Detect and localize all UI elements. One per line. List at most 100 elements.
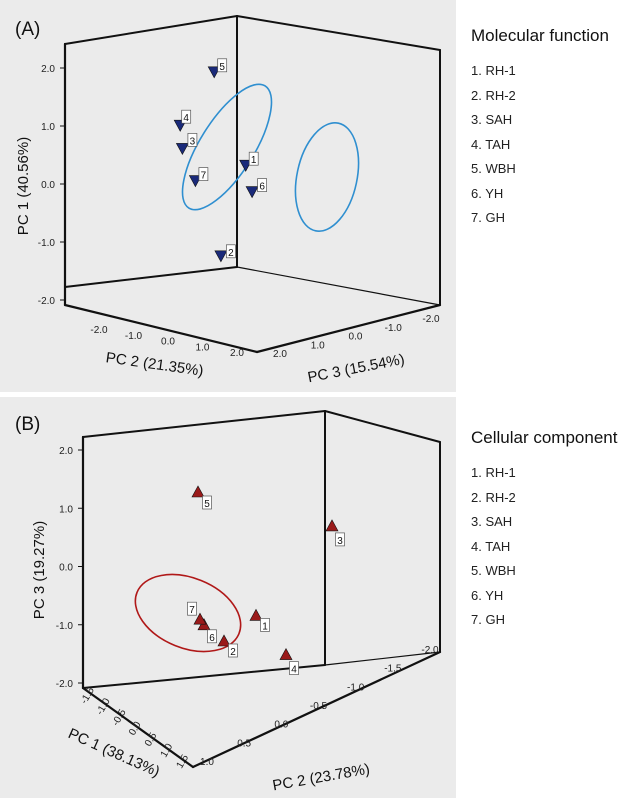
data-point-label-box bbox=[335, 532, 345, 547]
data-point-label: 4 bbox=[183, 113, 189, 124]
data-point-label: 3 bbox=[337, 536, 343, 547]
data-point-label: 7 bbox=[201, 171, 207, 182]
chart-a: (A) 2.0 1.0 0.0 -1.0 -2.0 PC 1 (40.56%) -2.0 -1.… bbox=[15, 15, 442, 386]
data-point-label: 6 bbox=[209, 633, 215, 644]
legend-item: 2. RH-2 bbox=[471, 87, 516, 103]
legend-item: 6. YH bbox=[471, 185, 504, 201]
data-point-label: 1 bbox=[262, 621, 268, 632]
axis-tick-label: 0.0 bbox=[41, 180, 55, 191]
data-point-marker bbox=[214, 250, 228, 263]
data-point-label-box bbox=[260, 618, 270, 632]
axis-tick-label: -1.0 bbox=[347, 682, 365, 693]
axis-title: PC 2 (21.35%) bbox=[105, 349, 205, 380]
data-point-marker bbox=[188, 175, 202, 188]
axis-tick-label: -1.0 bbox=[56, 621, 74, 632]
chart-b: (B) 2.0 1.0 0.0 -1.0 -2.0 PC 3 (19.27%) -1.5 -1.… bbox=[15, 410, 442, 795]
data-point-marker bbox=[175, 143, 189, 156]
data-point-label-box bbox=[181, 109, 192, 124]
legend-item: 3. SAH bbox=[471, 112, 513, 127]
data-point-label-box bbox=[257, 178, 267, 192]
axis-tick-label: 2.0 bbox=[59, 446, 73, 457]
axis-tick-label: -1.0 bbox=[38, 238, 56, 249]
floor-edge bbox=[191, 650, 442, 769]
frame-edge bbox=[82, 410, 326, 438]
data-point-label-box bbox=[228, 643, 238, 658]
floor-edge bbox=[81, 686, 195, 769]
floor-edge bbox=[236, 266, 441, 306]
axis-tick-label: 0.0 bbox=[274, 720, 288, 731]
axis-tick-label: 1.0 bbox=[311, 340, 325, 351]
legend-item: 4. TAH bbox=[471, 538, 511, 554]
axis-tick-label: -1.0 bbox=[125, 331, 143, 342]
axis-tick-label: 1.0 bbox=[41, 122, 55, 133]
axis-tick-label: -1.0 bbox=[385, 323, 403, 334]
legend-item: 5. WBH bbox=[471, 161, 516, 176]
axis-tick-label: 0.0 bbox=[161, 337, 175, 348]
legend-item: 2. RH-2 bbox=[471, 489, 516, 505]
data-point-marker bbox=[191, 485, 205, 498]
data-point-label-box bbox=[198, 167, 209, 181]
panel-a: (A) 2.0 1.0 0.0 -1.0 -2.0 PC 1 (40.56%) -2.0 -1.… bbox=[0, 0, 641, 392]
axis-tick-label: 2.0 bbox=[230, 348, 244, 359]
plot-area-b: (B) 2.0 1.0 0.0 -1.0 -2.0 PC 3 (19.27%) -1.5 -1.… bbox=[0, 397, 456, 798]
axis-tick-label: 0.0 bbox=[59, 563, 73, 574]
data-point-label-box bbox=[187, 601, 197, 616]
axis-tick-label: -1.5 bbox=[384, 664, 402, 675]
axis-tick-label: -2.0 bbox=[421, 645, 439, 656]
data-point-marker bbox=[279, 647, 293, 660]
axis-tick-label: -2.0 bbox=[56, 679, 74, 690]
legend-b: Cellular component 1. RH-1 2. RH-2 3. SAH 4… bbox=[471, 428, 617, 633]
data-point-label: 5 bbox=[219, 62, 225, 73]
axis-tick-label: 0.0 bbox=[349, 332, 363, 343]
legend-a: Molecular function 1. RH-1 2. RH-2 3. SAH 4… bbox=[471, 26, 609, 231]
axis-tick-label: 2.0 bbox=[273, 349, 287, 360]
axis-title: PC 3 (15.54%) bbox=[306, 351, 406, 386]
data-point-label-box bbox=[207, 629, 217, 644]
data-point-label: 2 bbox=[230, 647, 236, 658]
data-point-marker bbox=[325, 519, 339, 532]
data-point-marker bbox=[245, 186, 259, 199]
frame-edge bbox=[64, 266, 238, 288]
group-ellipse bbox=[294, 122, 360, 232]
axis-tick-label: 2.0 bbox=[41, 64, 55, 75]
data-point-label-box bbox=[248, 151, 259, 166]
legend-item: 1. RH-1 bbox=[471, 63, 516, 78]
legend-title-a: Molecular function bbox=[471, 26, 609, 45]
panel-label: (A) bbox=[15, 19, 40, 40]
data-point-label-box bbox=[289, 661, 299, 675]
data-point-label-box bbox=[187, 133, 198, 147]
legend-item: 3. SAH bbox=[471, 514, 513, 529]
data-point-label-box bbox=[202, 495, 212, 510]
floor-edge bbox=[324, 651, 441, 666]
legend-item: 7. GH bbox=[471, 612, 505, 627]
data-point-marker bbox=[249, 608, 263, 621]
group-ellipse bbox=[134, 573, 242, 653]
axis-title: PC 3 (19.27%) bbox=[31, 521, 48, 619]
data-point-label: 3 bbox=[190, 136, 196, 147]
data-point-marker bbox=[207, 66, 221, 79]
panel-divider bbox=[0, 392, 456, 397]
legend-item: 5. WBH bbox=[471, 563, 516, 578]
frame-edge bbox=[324, 410, 441, 443]
legend-title-b: Cellular component bbox=[471, 428, 618, 447]
floor-edge bbox=[255, 303, 442, 354]
axis-tick-label: 1.0 bbox=[200, 757, 214, 768]
data-point-label: 1 bbox=[251, 155, 257, 166]
frame-edge bbox=[82, 664, 326, 689]
legend-item: 1. RH-1 bbox=[471, 465, 516, 480]
axis-title: PC 2 (23.78%) bbox=[271, 761, 371, 795]
panel-b: (B) 2.0 1.0 0.0 -1.0 -2.0 PC 3 (19.27%) -1.5 -1.… bbox=[0, 397, 641, 798]
data-point-label: 6 bbox=[259, 182, 265, 193]
legend-item: 4. TAH bbox=[471, 136, 511, 152]
frame-edge bbox=[64, 15, 238, 45]
axis-tick-label: -2.0 bbox=[38, 296, 56, 307]
data-point-marker bbox=[217, 634, 231, 647]
legend-items-b: 1. RH-1 2. RH-2 3. SAH 4. TAH 5. WBH 6. YH 7. … bbox=[471, 461, 617, 633]
data-point-label: 5 bbox=[204, 499, 210, 510]
axis-tick-label: 1.0 bbox=[196, 342, 210, 353]
data-point-label: 7 bbox=[189, 605, 195, 616]
legend-item: 7. GH bbox=[471, 210, 505, 225]
axis-title: PC 1 (40.56%) bbox=[15, 137, 32, 235]
data-point-marker bbox=[239, 159, 253, 172]
axis-tick-label: -0.5 bbox=[310, 701, 328, 712]
